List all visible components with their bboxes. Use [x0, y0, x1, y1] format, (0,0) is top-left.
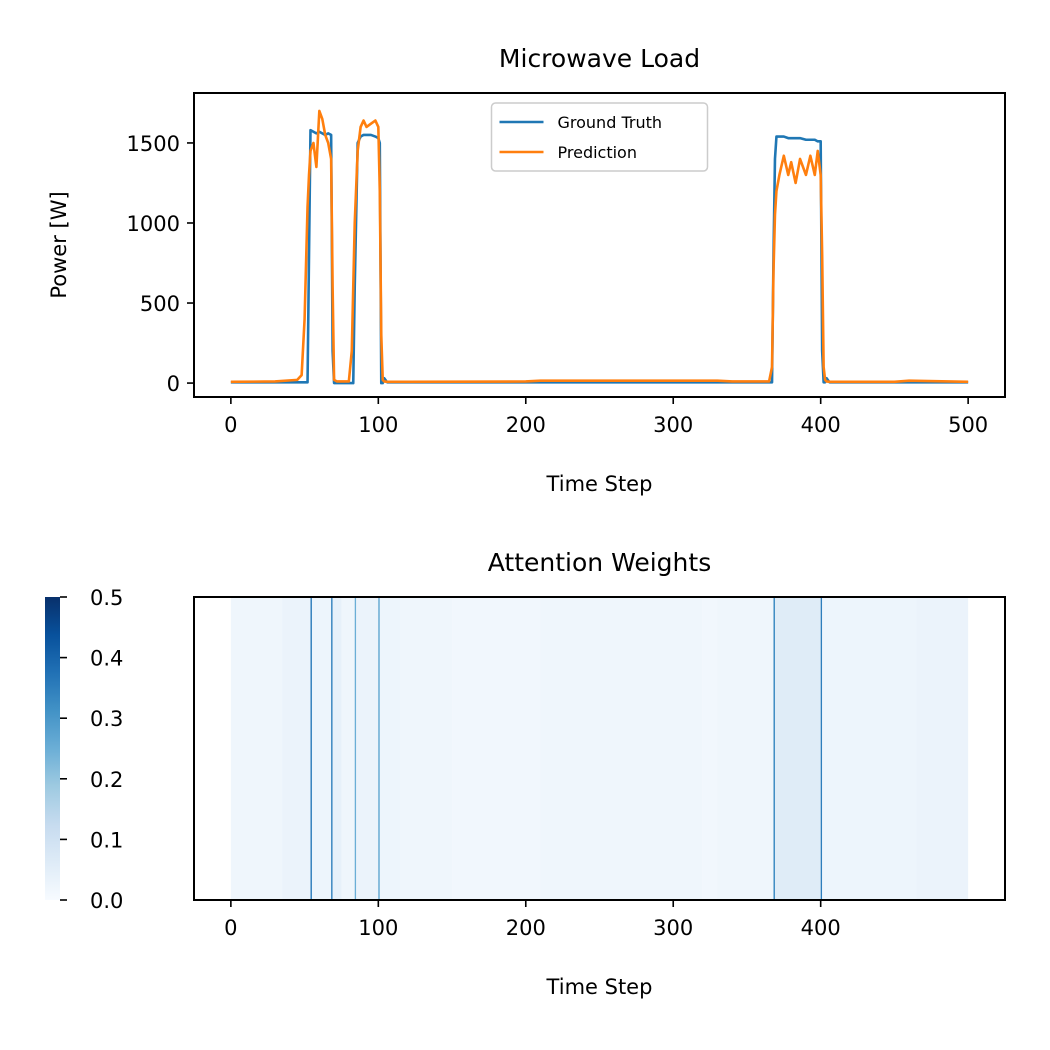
x-tick-label: 0	[224, 916, 237, 940]
heatmap-cell	[400, 597, 453, 900]
legend-label: Ground Truth	[558, 113, 663, 132]
subplot: Attention Weights 0.0 0.1 0.2 0.3 0.4 0.5 0 100 2…	[45, 548, 1006, 999]
legend-box	[490, 102, 709, 172]
heatmap-cell	[702, 597, 718, 900]
x-tick-label: 400	[801, 413, 841, 437]
colorbar-tick-label: 0.5	[90, 586, 123, 610]
heatmap-cell	[378, 597, 380, 900]
heatmap-cell	[540, 597, 703, 900]
colorbar-tick-label: 0.4	[90, 647, 123, 671]
colorbar-tick-label: 0.0	[90, 889, 123, 913]
heatmap-cell	[282, 597, 311, 900]
legend: Ground Truth Prediction	[490, 102, 709, 172]
heatmap-cell	[230, 597, 283, 900]
y-tick-label: 0	[167, 372, 180, 396]
heatmap-cell	[341, 597, 355, 900]
legend-label: Prediction	[558, 143, 637, 162]
heatmap-cell	[822, 597, 917, 900]
subplot-title: Microwave Load	[499, 44, 700, 73]
heatmap-cell	[379, 597, 401, 900]
x-tick-label: 300	[653, 916, 693, 940]
colorbar-tick-label: 0.1	[90, 828, 123, 852]
heatmap-cell	[332, 597, 342, 900]
y-tick-label: 1500	[127, 132, 180, 156]
x-tick-label: 300	[653, 413, 693, 437]
colorbar-tick-label: 0.3	[90, 707, 123, 731]
heatmap-cell	[774, 597, 821, 900]
x-axis-label: Time Step	[546, 472, 653, 496]
data-line	[230, 109, 969, 384]
x-tick-label: 100	[358, 413, 398, 437]
colorbar	[45, 597, 60, 900]
heatmap-cell	[331, 597, 333, 900]
heatmap-cell	[310, 597, 312, 900]
y-tick-label: 1000	[127, 212, 180, 236]
heatmap-cell	[354, 597, 357, 900]
x-tick-label: 0	[224, 413, 237, 437]
x-tick-label: 500	[948, 413, 988, 437]
axes-frame	[193, 92, 1006, 398]
subplot-title: Attention Weights	[488, 548, 711, 577]
axes-frame	[193, 596, 1006, 901]
x-tick-label: 100	[358, 916, 398, 940]
heatmap-cell	[311, 597, 332, 900]
colorbar-tick-label: 0.2	[90, 768, 123, 792]
heatmap-cell	[820, 597, 823, 900]
heatmap-cell	[452, 597, 541, 900]
y-axis-label: Power [W]	[47, 191, 71, 298]
heatmap-cell	[916, 597, 969, 900]
y-tick-label: 500	[140, 292, 180, 316]
heatmap-cell	[773, 597, 775, 900]
heatmap-cell	[717, 597, 774, 900]
x-tick-label: 200	[506, 916, 546, 940]
x-tick-label: 400	[801, 916, 841, 940]
x-tick-label: 200	[506, 413, 546, 437]
heatmap-cell	[356, 597, 379, 900]
x-axis-label: Time Step	[546, 975, 653, 999]
